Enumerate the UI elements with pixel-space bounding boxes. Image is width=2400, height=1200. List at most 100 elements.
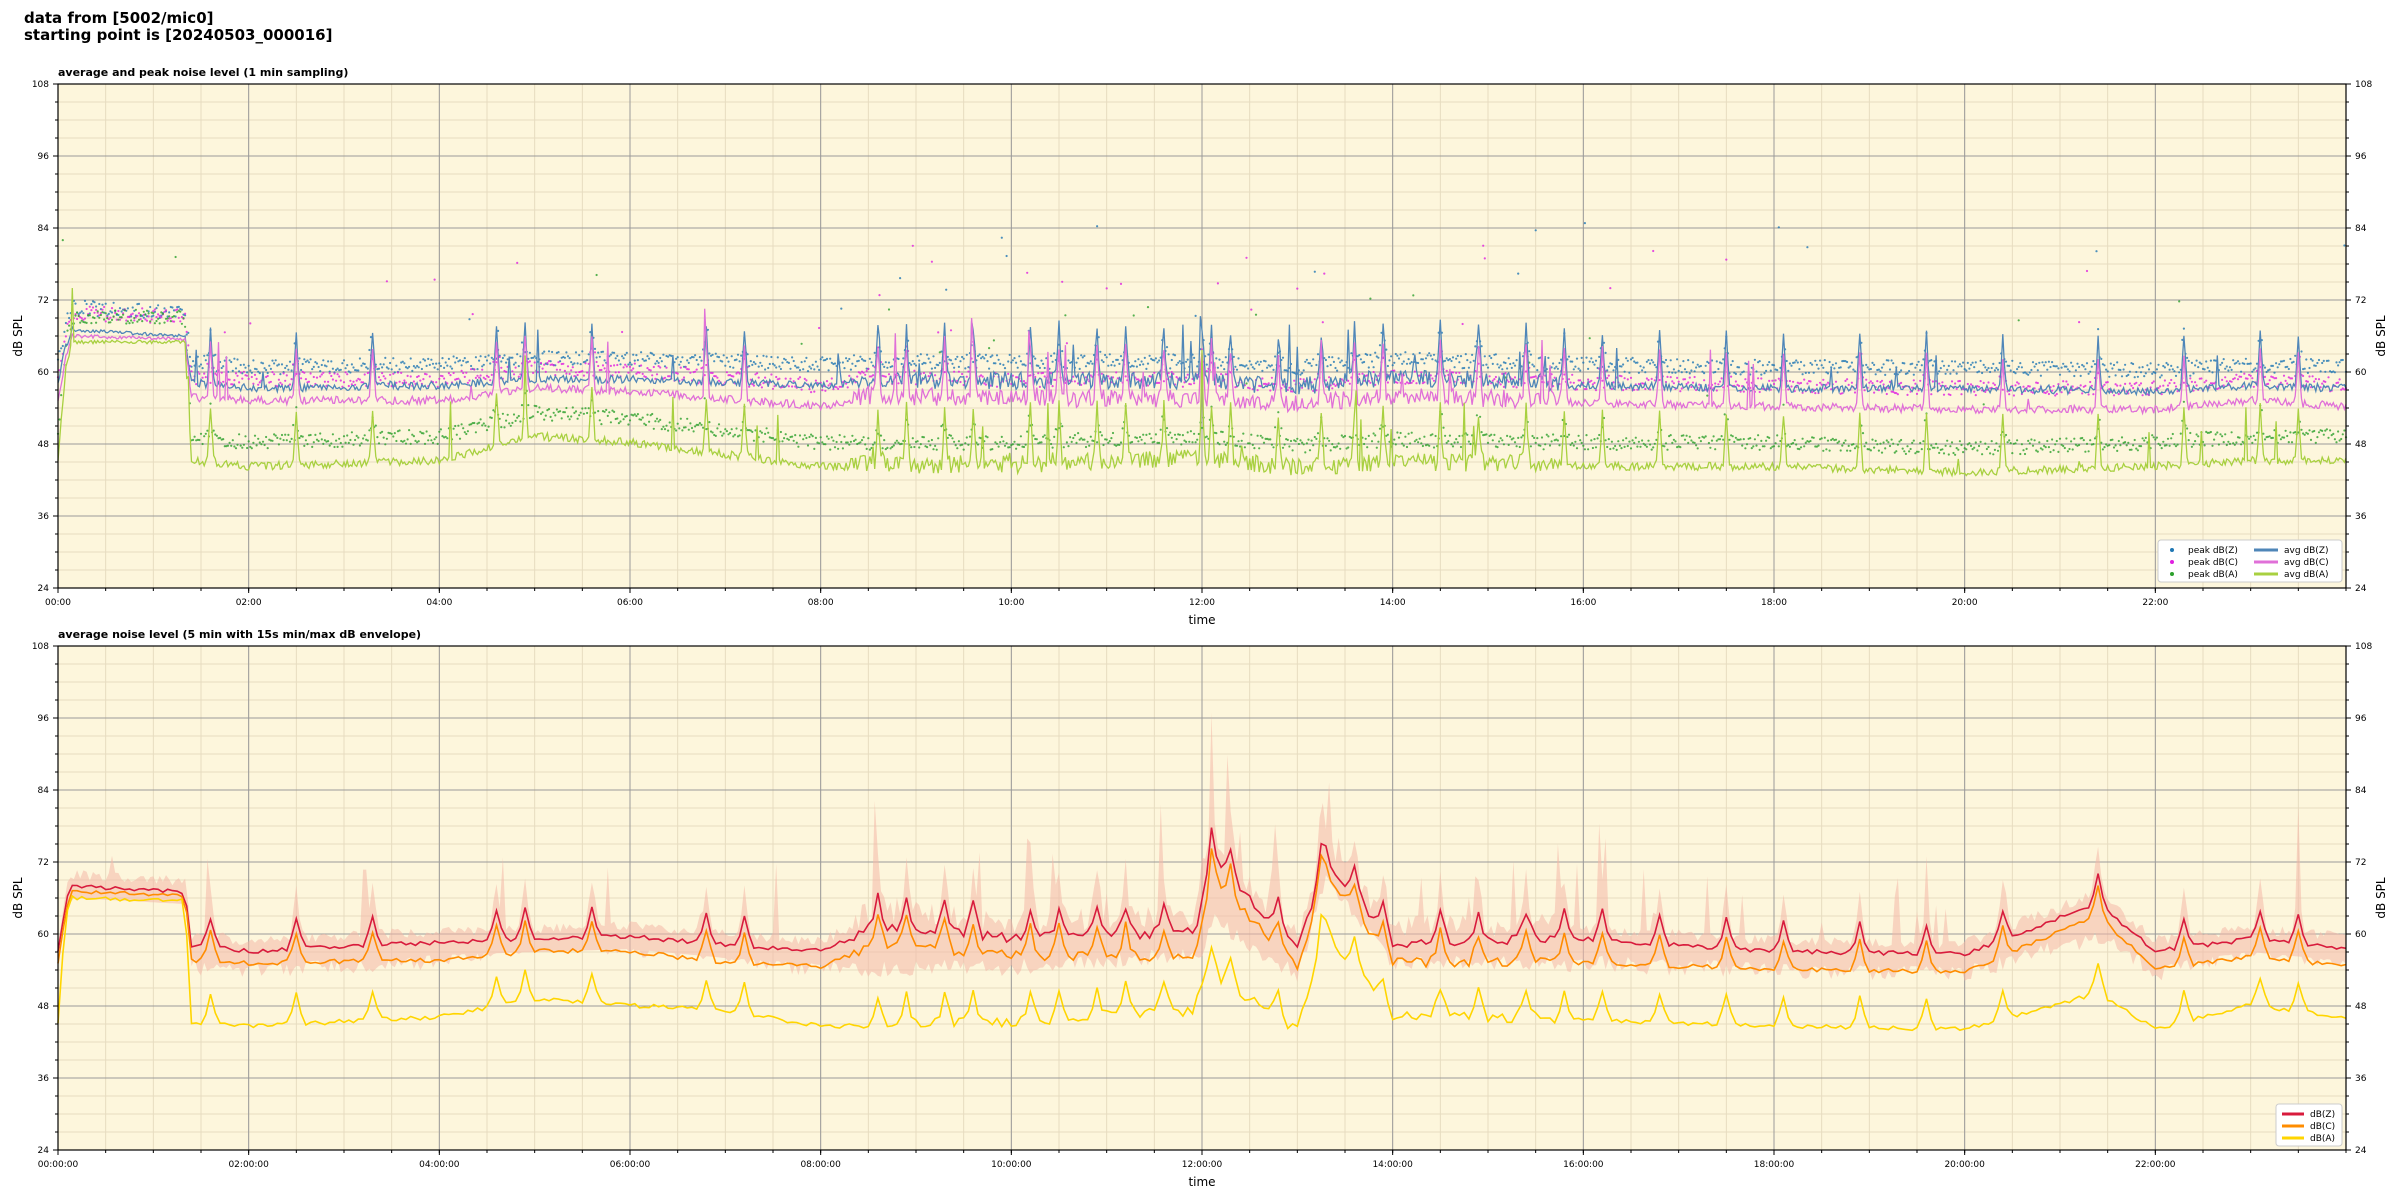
peak-point (230, 444, 233, 447)
peak-point (614, 357, 617, 360)
peak-point (1547, 356, 1550, 359)
peak-point (2139, 445, 2143, 448)
peak-point (806, 370, 810, 373)
peak-point (478, 421, 481, 424)
peak-point (625, 414, 628, 418)
peak-point (805, 356, 808, 359)
peak-point (1582, 361, 1585, 364)
peak-point (1641, 369, 1644, 372)
peak-point (1555, 438, 1558, 441)
peak-point (422, 432, 425, 435)
peak-point (1488, 434, 1491, 437)
peak-point (328, 444, 331, 447)
peak-point (1585, 387, 1588, 391)
peak-point (1985, 368, 1988, 372)
peak-point (945, 288, 948, 291)
peak-point (1158, 381, 1161, 384)
peak-point (79, 311, 82, 314)
peak-point (74, 314, 77, 317)
peak-point (220, 366, 223, 370)
peak-point (1005, 442, 1008, 445)
peak-point (1502, 443, 1505, 446)
peak-point (1750, 447, 1753, 450)
peak-point (1890, 359, 1893, 362)
peak-point (532, 371, 535, 374)
peak-point (694, 425, 697, 428)
peak-point (1453, 441, 1456, 444)
peak-point (1658, 378, 1661, 382)
peak-point (1704, 364, 1707, 367)
peak-point (482, 422, 485, 425)
peak-point (886, 446, 889, 449)
peak-point (1386, 433, 1389, 436)
peak-point (444, 361, 447, 364)
peak-point (212, 429, 215, 432)
series-line-db-z- (57, 827, 2347, 957)
peak-point (1224, 356, 1227, 359)
peak-point (1313, 435, 1316, 439)
peak-point (1455, 371, 1458, 374)
peak-point (2135, 370, 2138, 374)
peak-point (1650, 377, 1653, 380)
peak-point (2286, 365, 2289, 368)
peak-point (765, 355, 768, 358)
peak-point (1842, 441, 1845, 444)
peak-point (234, 447, 238, 450)
peak-point (559, 360, 562, 363)
peak-point (1447, 359, 1450, 362)
peak-point (1879, 442, 1882, 445)
peak-point (1963, 368, 1966, 371)
peak-point (1167, 353, 1170, 356)
peak-point (1075, 441, 1078, 444)
peak-point (423, 442, 427, 445)
peak-point (2055, 365, 2058, 368)
peak-point (900, 442, 903, 445)
peak-point (87, 314, 90, 317)
peak-point (280, 433, 284, 437)
peak-point (2209, 359, 2212, 362)
peak-point (872, 374, 875, 377)
peak-point (1115, 371, 1118, 374)
peak-point (203, 372, 206, 375)
peak-point (336, 445, 339, 448)
peak-point (827, 369, 830, 372)
peak-point (277, 443, 280, 446)
peak-point (409, 375, 412, 378)
peak-point (1722, 438, 1725, 441)
peak-point (419, 379, 422, 382)
peak-point (120, 310, 123, 313)
peak-point (2079, 374, 2082, 377)
peak-point (638, 371, 641, 374)
peak-point (675, 429, 678, 432)
peak-point (1073, 434, 1076, 437)
peak-point (2227, 369, 2230, 372)
peak-point (1668, 371, 1671, 374)
peak-point (441, 435, 444, 438)
peak-point (505, 361, 508, 364)
peak-point (578, 414, 581, 417)
peak-point (161, 312, 164, 315)
peak-point (857, 359, 860, 362)
peak-point (2041, 361, 2044, 364)
peak-point (1374, 383, 1377, 386)
peak-point (501, 412, 504, 415)
peak-point (1968, 367, 1971, 370)
peak-point (1846, 360, 1849, 364)
peak-point (350, 363, 353, 366)
peak-point (937, 437, 940, 440)
peak-point (913, 369, 916, 372)
peak-point (1731, 360, 1734, 363)
peak-point (2194, 440, 2197, 443)
peak-point (557, 361, 560, 364)
peak-point (1234, 365, 1237, 368)
peak-point (257, 383, 260, 386)
peak-point (1372, 370, 1375, 374)
peak-point (2186, 427, 2189, 430)
peak-point (927, 375, 930, 378)
peak-point (736, 435, 740, 438)
peak-point (995, 442, 999, 445)
x-tick-label: 20:00:00 (1944, 1160, 1985, 1170)
peak-point (1269, 389, 1272, 392)
peak-point (1459, 445, 1463, 449)
peak-point (2046, 368, 2049, 371)
